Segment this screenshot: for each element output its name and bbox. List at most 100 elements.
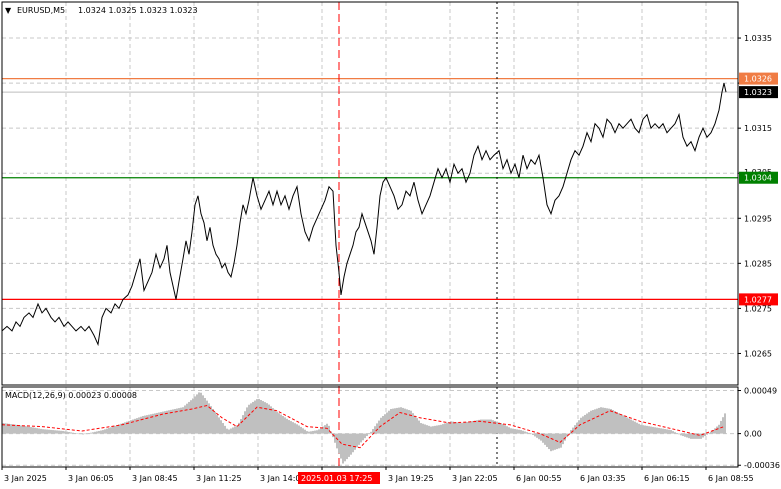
macd-histogram-bar — [606, 408, 608, 434]
macd-histogram-bar — [278, 413, 280, 434]
macd-histogram-bar — [302, 428, 304, 434]
price-line — [1, 82, 727, 347]
x-tick-label: 3 Jan 19:25 — [388, 474, 434, 483]
macd-histogram-bar — [254, 400, 256, 434]
macd-histogram-bar — [452, 421, 454, 434]
macd-histogram-bar — [534, 433, 536, 437]
macd-histogram-bar — [390, 408, 392, 434]
macd-histogram-bar — [694, 433, 696, 439]
macd-histogram-bar — [108, 427, 110, 434]
macd-histogram-bar — [550, 433, 552, 452]
level-label: 1.0326 — [744, 75, 772, 84]
frames — [1, 1, 739, 468]
macd-histogram-bar — [198, 392, 200, 434]
macd-histogram-bar — [552, 433, 554, 451]
macd-histogram-bar — [436, 425, 438, 434]
macd-histogram-bar — [682, 433, 684, 437]
macd-histogram-bar — [74, 433, 76, 434]
macd-histogram-bar — [470, 421, 472, 434]
macd-histogram-bar — [194, 396, 196, 434]
price-header-marker[interactable]: ▼ — [5, 6, 12, 15]
macd-histogram-bar — [8, 423, 10, 434]
macd-histogram-bar — [526, 432, 528, 434]
macd-histogram-bar — [612, 410, 614, 434]
y-tick-label: 1.0315 — [744, 124, 772, 133]
macd-histogram-bar — [90, 432, 92, 434]
price-header-values: 1.0324 1.0325 1.0323 1.0323 — [78, 6, 198, 15]
macd-histogram-bar — [60, 430, 62, 434]
macd-histogram-bar — [476, 420, 478, 434]
macd-histogram-bar — [666, 429, 668, 434]
macd-histogram-bar — [66, 431, 68, 434]
macd-histogram-bar — [676, 433, 678, 434]
macd-histogram-bar — [578, 420, 580, 434]
macd-histogram-bar — [200, 392, 202, 434]
macd-histogram-bar — [206, 400, 208, 434]
macd-histogram-bar — [458, 422, 460, 434]
macd-histogram-bar — [440, 424, 442, 434]
macd-histogram-bar — [428, 425, 430, 434]
macd-histogram-bar — [610, 408, 612, 434]
macd-histogram-bar — [412, 413, 414, 434]
macd-histogram-bar — [724, 413, 726, 434]
macd-histogram-bar — [28, 426, 30, 434]
macd-histogram-bar — [344, 433, 346, 462]
macd-histogram-bar — [584, 414, 586, 434]
macd-histogram-bar — [508, 427, 510, 434]
macd-histogram-bar — [686, 433, 688, 438]
macd-histogram-bar — [236, 425, 238, 434]
macd-histogram-bar — [492, 420, 494, 434]
macd-histogram-bar — [434, 425, 436, 434]
macd-histogram-bar — [104, 429, 106, 434]
macd-histogram-bar — [4, 423, 6, 434]
macd-histogram-bar — [488, 419, 490, 434]
macd-histogram-bar — [62, 430, 64, 434]
macd-histogram-bar — [544, 433, 546, 445]
macd-histogram-bar — [78, 433, 80, 435]
level-label-box — [739, 171, 778, 184]
macd-histogram-bar — [454, 421, 456, 434]
macd-histogram-bar — [448, 421, 450, 434]
macd-histogram-bar — [558, 433, 560, 449]
macd-histogram-bar — [522, 430, 524, 434]
macd-histogram-bar — [392, 408, 394, 434]
macd-histogram-bar — [300, 426, 302, 434]
macd-histogram-bar — [222, 423, 224, 434]
macd-histogram-bar — [350, 433, 352, 455]
macd-histogram-bar — [48, 429, 50, 434]
macd-histogram-bar — [68, 432, 70, 434]
macd-histogram-bar — [642, 425, 644, 434]
macd-histogram-bar — [632, 420, 634, 434]
macd-histogram-bar — [100, 430, 102, 434]
macd-histogram-bar — [56, 430, 58, 434]
macd-histogram-bar — [622, 415, 624, 434]
macd-histogram-bar — [532, 433, 534, 435]
macd-histogram-bar — [334, 433, 336, 443]
macd-histogram-bar — [506, 426, 508, 434]
macd-histogram-bar — [184, 405, 186, 434]
macd-histogram-bar — [204, 397, 206, 434]
x-tick-label: 6 Jan 06:15 — [644, 474, 690, 483]
macd-histogram-bar — [274, 409, 276, 434]
macd-histogram-bar — [554, 433, 556, 450]
macd-histogram-bar — [122, 423, 124, 434]
macd-histogram-bar — [310, 431, 312, 434]
macd-histogram-bar — [70, 432, 72, 434]
macd-histogram-bar — [270, 406, 272, 434]
macd-histogram-bar — [218, 417, 220, 434]
macd-histogram-bar — [148, 414, 150, 434]
macd-histogram-bar — [2, 423, 4, 434]
level-label-box — [739, 293, 778, 306]
macd-histogram-bar — [176, 408, 178, 434]
macd-histogram-bar — [700, 433, 702, 439]
macd-histogram-bar — [520, 430, 522, 434]
macd-histogram-bar — [126, 421, 128, 434]
macd-histogram-bar — [702, 433, 704, 438]
macd-histogram-bar — [656, 427, 658, 434]
price-header-symbol: EURUSD,M5 — [17, 6, 65, 15]
macd-histogram-bar — [296, 424, 298, 434]
macd-histogram-bar — [168, 410, 170, 434]
macd-histogram-bar — [586, 413, 588, 434]
macd-histogram-bar — [616, 412, 618, 434]
